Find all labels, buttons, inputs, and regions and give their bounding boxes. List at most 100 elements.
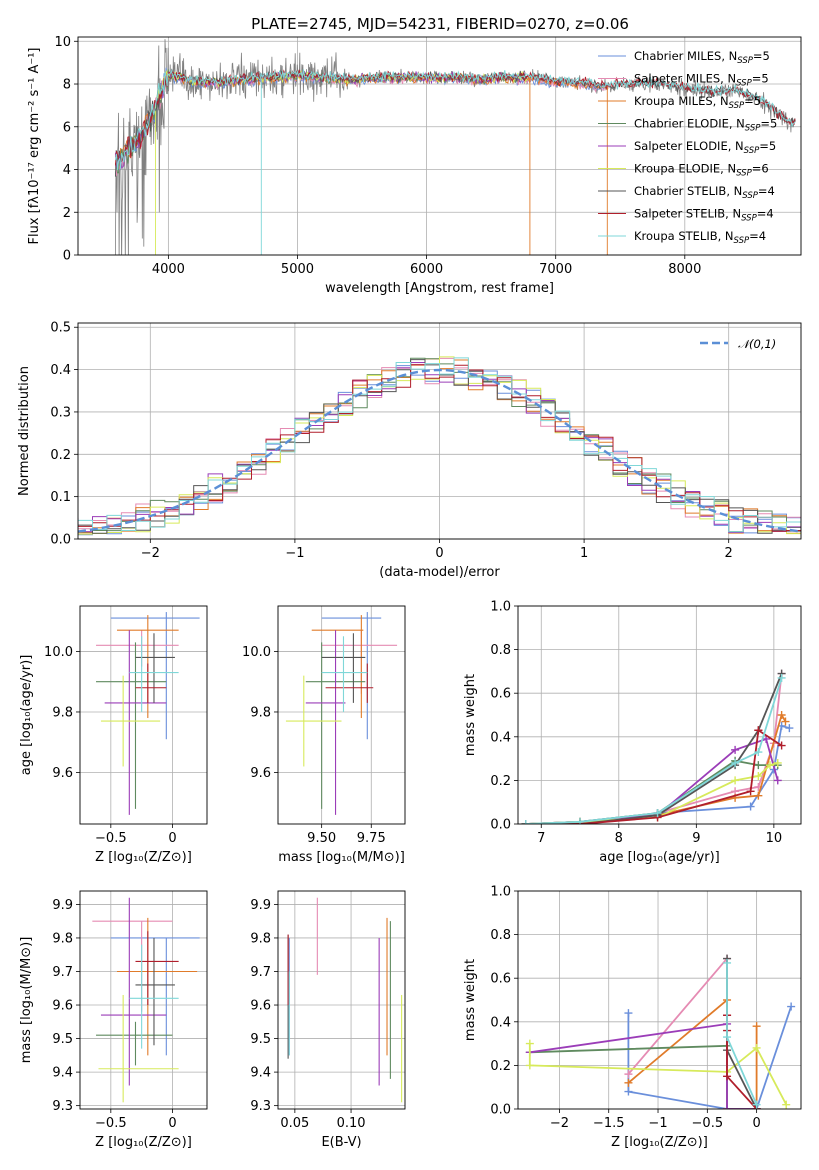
series-point-kroupa_elodie bbox=[731, 776, 740, 785]
x-axis-label: age [log₁₀(age/yr)] bbox=[599, 850, 720, 865]
point-salpeter_elodie bbox=[305, 630, 346, 815]
point-kroupa_elodie bbox=[98, 994, 179, 1103]
series-lines bbox=[521, 669, 794, 824]
y-axis-label: mass [log₁₀(M/M⊙)] bbox=[19, 937, 34, 1064]
y-tick-label: 4 bbox=[63, 163, 71, 178]
error-bars bbox=[96, 612, 200, 815]
x-tick-label: 4000 bbox=[152, 262, 185, 277]
legend: 𝒩(0,1) bbox=[700, 337, 776, 351]
panel-age_vs_mass: 9.50 9.75 9.6 9.8 10.0 mass [log₁₀(M/M⊙)] bbox=[242, 605, 406, 865]
axes-frame bbox=[517, 605, 802, 825]
y-tick-label: 0.8 bbox=[490, 643, 511, 658]
axes-frame bbox=[77, 322, 802, 540]
x-tick-label: 7 bbox=[537, 831, 545, 846]
x-tick-label: −1.5 bbox=[593, 1116, 625, 1131]
error-bars bbox=[285, 612, 398, 815]
grid bbox=[80, 606, 207, 824]
point-salpeter_elodie bbox=[100, 897, 167, 1086]
x-tick-label: 8000 bbox=[668, 262, 701, 277]
axes-frame bbox=[277, 890, 406, 1110]
gaussian-curve bbox=[78, 368, 801, 533]
y-tick-label: 0.5 bbox=[50, 321, 71, 336]
y-tick-label: 9.8 bbox=[52, 705, 73, 720]
y-tick-label: 0.8 bbox=[490, 928, 511, 943]
y-tick-label: 0.2 bbox=[490, 1059, 511, 1074]
y-tick-label: 0.3 bbox=[50, 405, 71, 420]
point-kroupa_stelib bbox=[129, 944, 179, 1049]
x-tick-label: −2 bbox=[550, 1116, 569, 1131]
point-kroupa_elodie bbox=[285, 675, 342, 767]
y-tick-label: 9.3 bbox=[52, 1099, 73, 1114]
y-tick-label: 9.7 bbox=[250, 965, 271, 980]
x-tick-label: −0.5 bbox=[95, 831, 127, 846]
series-point-salpeter_elodie bbox=[731, 745, 740, 754]
y-tick-label: 9.6 bbox=[52, 999, 73, 1014]
series-point-salpeter_stelib bbox=[723, 1072, 732, 1081]
panel-mass_vs_Z: −0.5 0 9.3 9.4 9.5 9.6 9.7 9.8 9.9 Z [log₁₀(Z/Z⊙)… bbox=[19, 890, 208, 1150]
series-point-salpeter_elodie bbox=[723, 1105, 732, 1109]
y-tick-label: 9.8 bbox=[250, 705, 271, 720]
panel-massweight_vs_Z: −2 −1.5 −1 −0.5 0 0.0 0.2 0.4 0.6 0.8 1.0 Z [log₁₀(… bbox=[463, 885, 802, 1150]
point-chabrier_elodie bbox=[96, 1021, 173, 1066]
series-point-salpeter_stelib bbox=[746, 787, 755, 796]
y-axis-label: Flux [fλ10⁻¹⁷ erg cm⁻² s⁻¹ A⁻¹] bbox=[27, 48, 42, 245]
y-tick-label: 9.5 bbox=[250, 1032, 271, 1047]
x-tick-label: 8 bbox=[615, 831, 623, 846]
x-tick-label: 2 bbox=[725, 546, 733, 561]
series-point-salpeter_stelib bbox=[777, 741, 786, 750]
x-tick-label: 1 bbox=[580, 546, 588, 561]
series-point-kroupa_stelib bbox=[521, 820, 530, 824]
x-tick-label: 9 bbox=[692, 831, 700, 846]
series-point-kroupa_stelib bbox=[754, 748, 763, 757]
series-point-kroupa_stelib bbox=[777, 673, 786, 682]
model-spectrum-kroupa_stelib bbox=[114, 68, 796, 255]
axes: −2 −1.5 −1 −0.5 0 0.0 0.2 0.4 0.6 0.8 1.0 bbox=[490, 885, 760, 1132]
series-point-kroupa_elodie bbox=[525, 1061, 534, 1070]
x-tick-label: 0 bbox=[435, 546, 443, 561]
x-tick-label: 0 bbox=[168, 1116, 176, 1131]
panel-age_vs_Z: −0.5 0 9.6 9.8 10.0 Z [log₁₀(Z/Z⊙)] age [log₁₀… bbox=[19, 605, 208, 865]
y-tick-label: 9.9 bbox=[52, 898, 73, 913]
series-lines bbox=[525, 954, 796, 1109]
series-point-kroupa_elodie bbox=[773, 758, 782, 767]
y-tick-label: 0.2 bbox=[50, 448, 71, 463]
axes-frame bbox=[517, 890, 802, 1110]
point-salpeter_stelib bbox=[135, 663, 167, 703]
x-tick-label: 9.75 bbox=[357, 831, 386, 846]
y-tick-label: 0.6 bbox=[490, 972, 511, 987]
series-point-kroupa_elodie bbox=[765, 761, 774, 770]
y-tick-label: 9.4 bbox=[52, 1066, 73, 1081]
spectrum-lines bbox=[114, 39, 796, 255]
series-point-kroupa_stelib bbox=[576, 817, 585, 824]
y-tick-label: 0.0 bbox=[490, 818, 511, 833]
series-point-kroupa_miles bbox=[624, 1078, 633, 1087]
series-line-salpeter_stelib bbox=[525, 728, 783, 824]
legend-label-chabrier_miles: Chabrier MILES, NSSP=5 bbox=[634, 49, 770, 66]
axes-frame bbox=[79, 605, 208, 825]
x-tick-label: 0 bbox=[752, 1116, 760, 1131]
series-point-salpeter_elodie bbox=[773, 776, 782, 785]
histograms bbox=[78, 356, 801, 536]
panel-residuals: −2 −1 0 1 2 0.0 0.1 0.2 0.3 0.4 0.5 (data-model)/er… bbox=[17, 321, 802, 580]
y-tick-label: 9.3 bbox=[250, 1099, 271, 1114]
y-tick-label: 1.0 bbox=[490, 885, 511, 900]
x-axis-label: wavelength [Angstrom, rest frame] bbox=[325, 281, 554, 296]
y-axis-label: mass weight bbox=[463, 674, 478, 756]
legend-label-kroupa_stelib: Kroupa STELIB, NSSP=4 bbox=[634, 229, 766, 246]
axes: 4000 5000 6000 7000 8000 0 2 4 6 8 10 bbox=[54, 35, 701, 277]
x-axis-label: Z [log₁₀(Z/Z⊙)] bbox=[95, 850, 192, 865]
series-point-kroupa_elodie bbox=[525, 1039, 534, 1048]
axes: 0.05 0.10 9.3 9.4 9.5 9.6 9.7 9.8 9.9 bbox=[250, 898, 365, 1131]
legend-label-chabrier_elodie: Chabrier ELODIE, NSSP=5 bbox=[634, 117, 777, 134]
point-chabrier_elodie bbox=[96, 642, 167, 809]
legend-label-salpeter_stelib: Salpeter STELIB, NSSP=4 bbox=[634, 207, 774, 224]
legend-label-kroupa_elodie: Kroupa ELODIE, NSSP=6 bbox=[634, 162, 769, 179]
y-tick-label: 2 bbox=[63, 206, 71, 221]
y-axis-label: mass weight bbox=[463, 959, 478, 1041]
y-tick-label: 0 bbox=[63, 249, 71, 264]
y-tick-label: 9.5 bbox=[52, 1032, 73, 1047]
error-bars bbox=[287, 897, 403, 1103]
grid bbox=[278, 891, 405, 1109]
axes-frame bbox=[77, 36, 802, 256]
